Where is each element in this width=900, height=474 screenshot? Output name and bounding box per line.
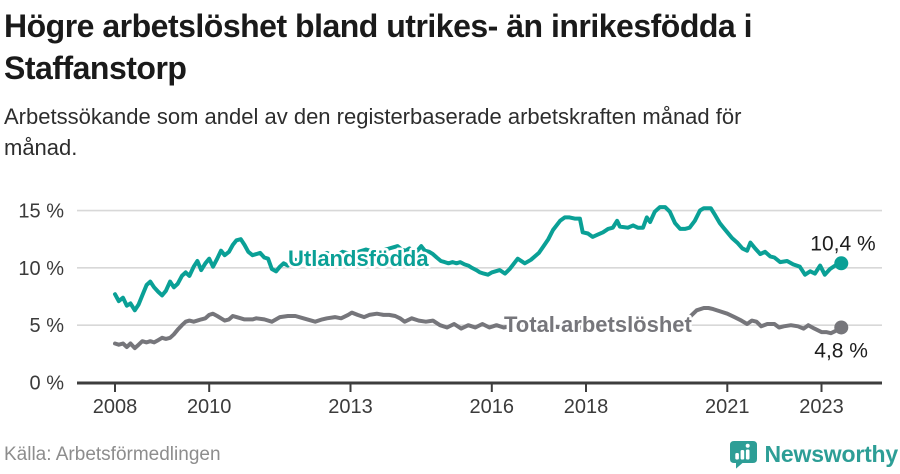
svg-text:2008: 2008 bbox=[93, 396, 138, 418]
data-series-lines bbox=[113, 205, 844, 351]
svg-text:15 %: 15 % bbox=[18, 201, 64, 223]
svg-text:0 %: 0 % bbox=[30, 373, 65, 395]
source-text: Källa: Arbetsförmedlingen bbox=[4, 444, 221, 465]
svg-text:2013: 2013 bbox=[328, 396, 373, 418]
gridlines bbox=[77, 209, 882, 326]
newsworthy-wordmark: Newsworthy bbox=[764, 441, 899, 467]
chart-header: Högre arbetslöshet bland utrikes- än inr… bbox=[4, 5, 896, 163]
svg-text:10 %: 10 % bbox=[18, 258, 64, 280]
end-value-labels: 10,4 % 4,8 % bbox=[810, 232, 875, 362]
svg-text:2016: 2016 bbox=[470, 396, 515, 418]
x-axis: 2008 2010 2013 2016 2018 2021 2023 bbox=[77, 381, 882, 418]
svg-text:10,4 %: 10,4 % bbox=[810, 232, 875, 255]
svg-text:2010: 2010 bbox=[187, 396, 232, 418]
svg-text:Utlandsfödda: Utlandsfödda bbox=[288, 246, 429, 271]
y-axis-labels: 0 % 5 % 10 % 15 % bbox=[18, 201, 64, 395]
newsworthy-speech-bubble-barchart-icon bbox=[729, 441, 757, 469]
newsworthy-logo: Newsworthy bbox=[729, 440, 898, 469]
series-inline-labels: Utlandsfödda Total arbetslöshet bbox=[286, 244, 696, 340]
svg-text:Total arbetslöshet: Total arbetslöshet bbox=[504, 312, 693, 337]
series-end-dots bbox=[834, 256, 849, 335]
svg-text:4,8 %: 4,8 % bbox=[814, 339, 868, 362]
svg-text:2023: 2023 bbox=[799, 396, 844, 418]
chart-title: Högre arbetslöshet bland utrikes- än inr… bbox=[4, 8, 753, 87]
chart-subtitle: Arbetssökande som andel av den registerb… bbox=[4, 104, 742, 160]
svg-text:2018: 2018 bbox=[564, 396, 609, 418]
chart-footer: Källa: Arbetsförmedlingen Newsworthy bbox=[0, 434, 900, 474]
svg-text:5 %: 5 % bbox=[30, 315, 65, 337]
svg-text:2021: 2021 bbox=[705, 396, 750, 418]
